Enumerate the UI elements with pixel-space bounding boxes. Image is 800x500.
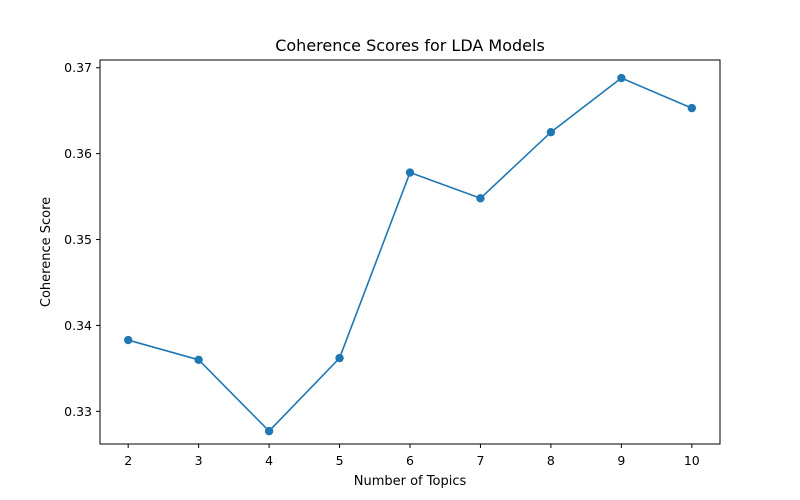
data-point <box>335 353 344 363</box>
y-tick-label: 0.33 <box>64 404 92 419</box>
y-tick-label: 0.34 <box>64 318 92 333</box>
y-axis-label: Coherence Score <box>39 197 54 307</box>
data-point <box>123 335 133 345</box>
x-tick-label: 10 <box>684 453 700 468</box>
x-tick-label: 3 <box>195 453 203 468</box>
plot-frame <box>99 59 721 445</box>
data-point <box>546 127 556 137</box>
data-point <box>617 73 626 83</box>
data-point <box>194 355 203 365</box>
x-tick-label: 7 <box>476 453 484 468</box>
data-point <box>405 168 415 177</box>
x-axis-label: Number of Topics <box>354 474 467 489</box>
data-point <box>476 194 485 203</box>
y-tick-label: 0.36 <box>64 146 92 161</box>
x-tick-label: 4 <box>265 453 273 468</box>
x-tick-label: 8 <box>547 453 555 468</box>
x-tick-label: 5 <box>336 453 344 468</box>
plot-area: 2 3 4 5 6 7 8 9 10 0.33 0.34 0.35 0.36 0.37 <box>64 59 721 468</box>
data-point <box>687 103 697 113</box>
chart-title: Coherence Scores for LDA Models <box>275 36 545 55</box>
x-tick-label: 2 <box>124 453 132 468</box>
series-line <box>127 77 693 432</box>
y-tick-label: 0.37 <box>64 60 92 75</box>
y-tick-label: 0.35 <box>64 232 92 247</box>
x-tick-label: 9 <box>617 453 625 468</box>
data-point <box>264 426 274 436</box>
x-tick-label: 6 <box>406 453 414 468</box>
